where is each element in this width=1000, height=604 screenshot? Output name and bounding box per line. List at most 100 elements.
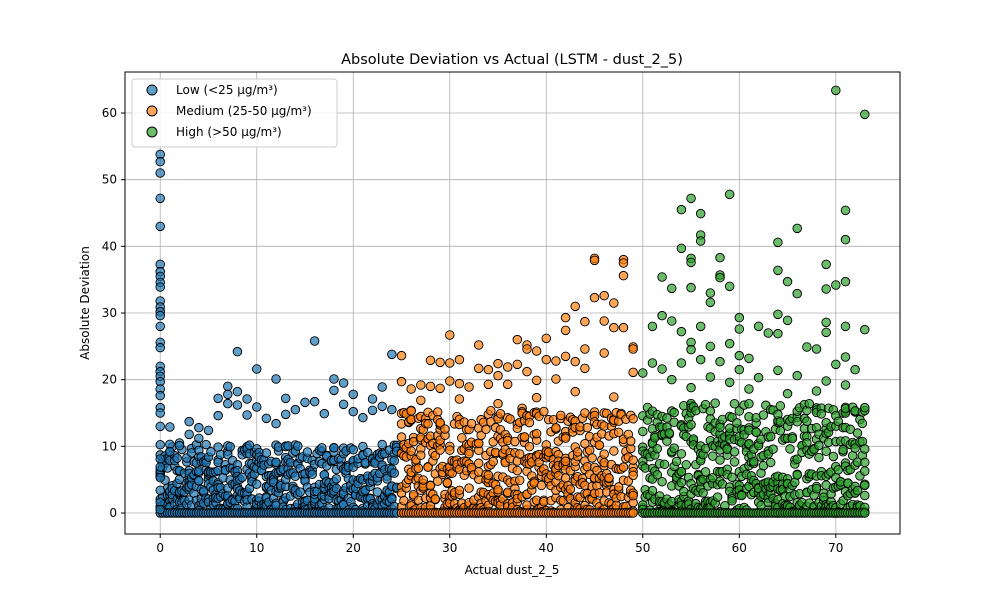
data-point <box>715 252 725 263</box>
data-point <box>232 346 243 357</box>
data-point <box>416 380 426 390</box>
data-point <box>705 341 716 352</box>
data-point <box>481 424 491 435</box>
data-point <box>539 406 549 417</box>
data-point <box>628 508 638 518</box>
data-point <box>681 460 691 470</box>
data-point <box>734 312 745 323</box>
x-tick-label: 0 <box>156 541 164 555</box>
data-point <box>442 477 453 488</box>
data-point <box>710 398 720 408</box>
data-point <box>457 433 467 443</box>
data-point <box>425 480 436 491</box>
data-point <box>367 405 378 416</box>
data-point <box>729 457 740 467</box>
data-point <box>223 389 233 400</box>
data-point <box>572 447 583 457</box>
data-point <box>860 324 870 335</box>
series-medium <box>396 253 638 518</box>
data-point <box>483 470 494 480</box>
data-point <box>753 372 764 383</box>
data-point <box>329 443 339 453</box>
data-point <box>657 310 667 321</box>
data-point <box>734 364 745 375</box>
plot-frame <box>124 71 901 535</box>
data-point <box>821 376 831 386</box>
data-point <box>251 364 262 374</box>
data-point <box>802 342 812 352</box>
data-point <box>821 284 831 294</box>
data-point <box>237 472 248 483</box>
data-point <box>589 255 600 266</box>
data-point <box>727 496 737 506</box>
data-point <box>570 386 580 397</box>
data-point <box>425 355 436 366</box>
data-point <box>435 418 445 428</box>
data-point <box>628 344 638 354</box>
data-point <box>432 476 443 486</box>
data-point <box>860 480 870 491</box>
legend-box <box>131 78 338 148</box>
data-point <box>695 354 706 365</box>
data-point <box>413 463 424 474</box>
data-point <box>765 431 776 442</box>
data-point <box>833 416 843 427</box>
data-point <box>599 290 609 301</box>
data-point <box>729 447 740 457</box>
data-point <box>348 406 359 417</box>
data-point <box>560 312 571 323</box>
data-point <box>493 358 503 369</box>
data-point <box>609 392 619 402</box>
data-point <box>522 366 532 377</box>
data-point <box>811 344 822 354</box>
data-point <box>705 297 716 308</box>
data-point <box>493 485 503 495</box>
data-point <box>840 276 851 287</box>
data-point <box>811 483 822 494</box>
data-point <box>860 508 870 518</box>
data-point <box>715 356 725 367</box>
data-point <box>618 258 629 268</box>
data-point <box>657 364 667 374</box>
data-point <box>464 382 474 392</box>
data-point <box>495 408 506 419</box>
data-point <box>251 402 262 412</box>
data-point <box>155 282 165 292</box>
data-point <box>440 424 450 434</box>
data-point <box>613 482 624 492</box>
data-point <box>775 401 786 411</box>
data-point <box>531 428 542 439</box>
data-point <box>307 469 317 480</box>
data-point <box>155 193 165 204</box>
data-point <box>338 399 349 410</box>
data-point <box>838 445 848 455</box>
data-point <box>831 359 841 370</box>
data-point <box>560 433 571 443</box>
data-point <box>348 445 359 455</box>
data-point <box>814 440 824 451</box>
data-point <box>155 454 165 464</box>
data-point <box>652 444 663 454</box>
data-point <box>647 321 658 332</box>
data-point <box>792 370 802 381</box>
data-point <box>155 321 165 332</box>
data-point <box>502 379 513 390</box>
data-point <box>514 475 525 486</box>
data-point <box>377 401 387 412</box>
data-point <box>293 441 303 451</box>
y-tick-label: 60 <box>102 106 117 120</box>
x-tick-label: 70 <box>828 541 843 555</box>
data-point <box>775 426 786 436</box>
data-point <box>618 462 629 472</box>
data-point <box>389 456 400 466</box>
data-point <box>816 409 827 419</box>
data-point <box>423 462 433 473</box>
legend-marker-high <box>146 126 158 138</box>
data-point <box>657 476 667 487</box>
data-point <box>309 336 320 346</box>
data-point <box>271 418 281 429</box>
data-point <box>331 474 342 484</box>
data-point <box>724 189 735 200</box>
data-point <box>377 439 387 450</box>
